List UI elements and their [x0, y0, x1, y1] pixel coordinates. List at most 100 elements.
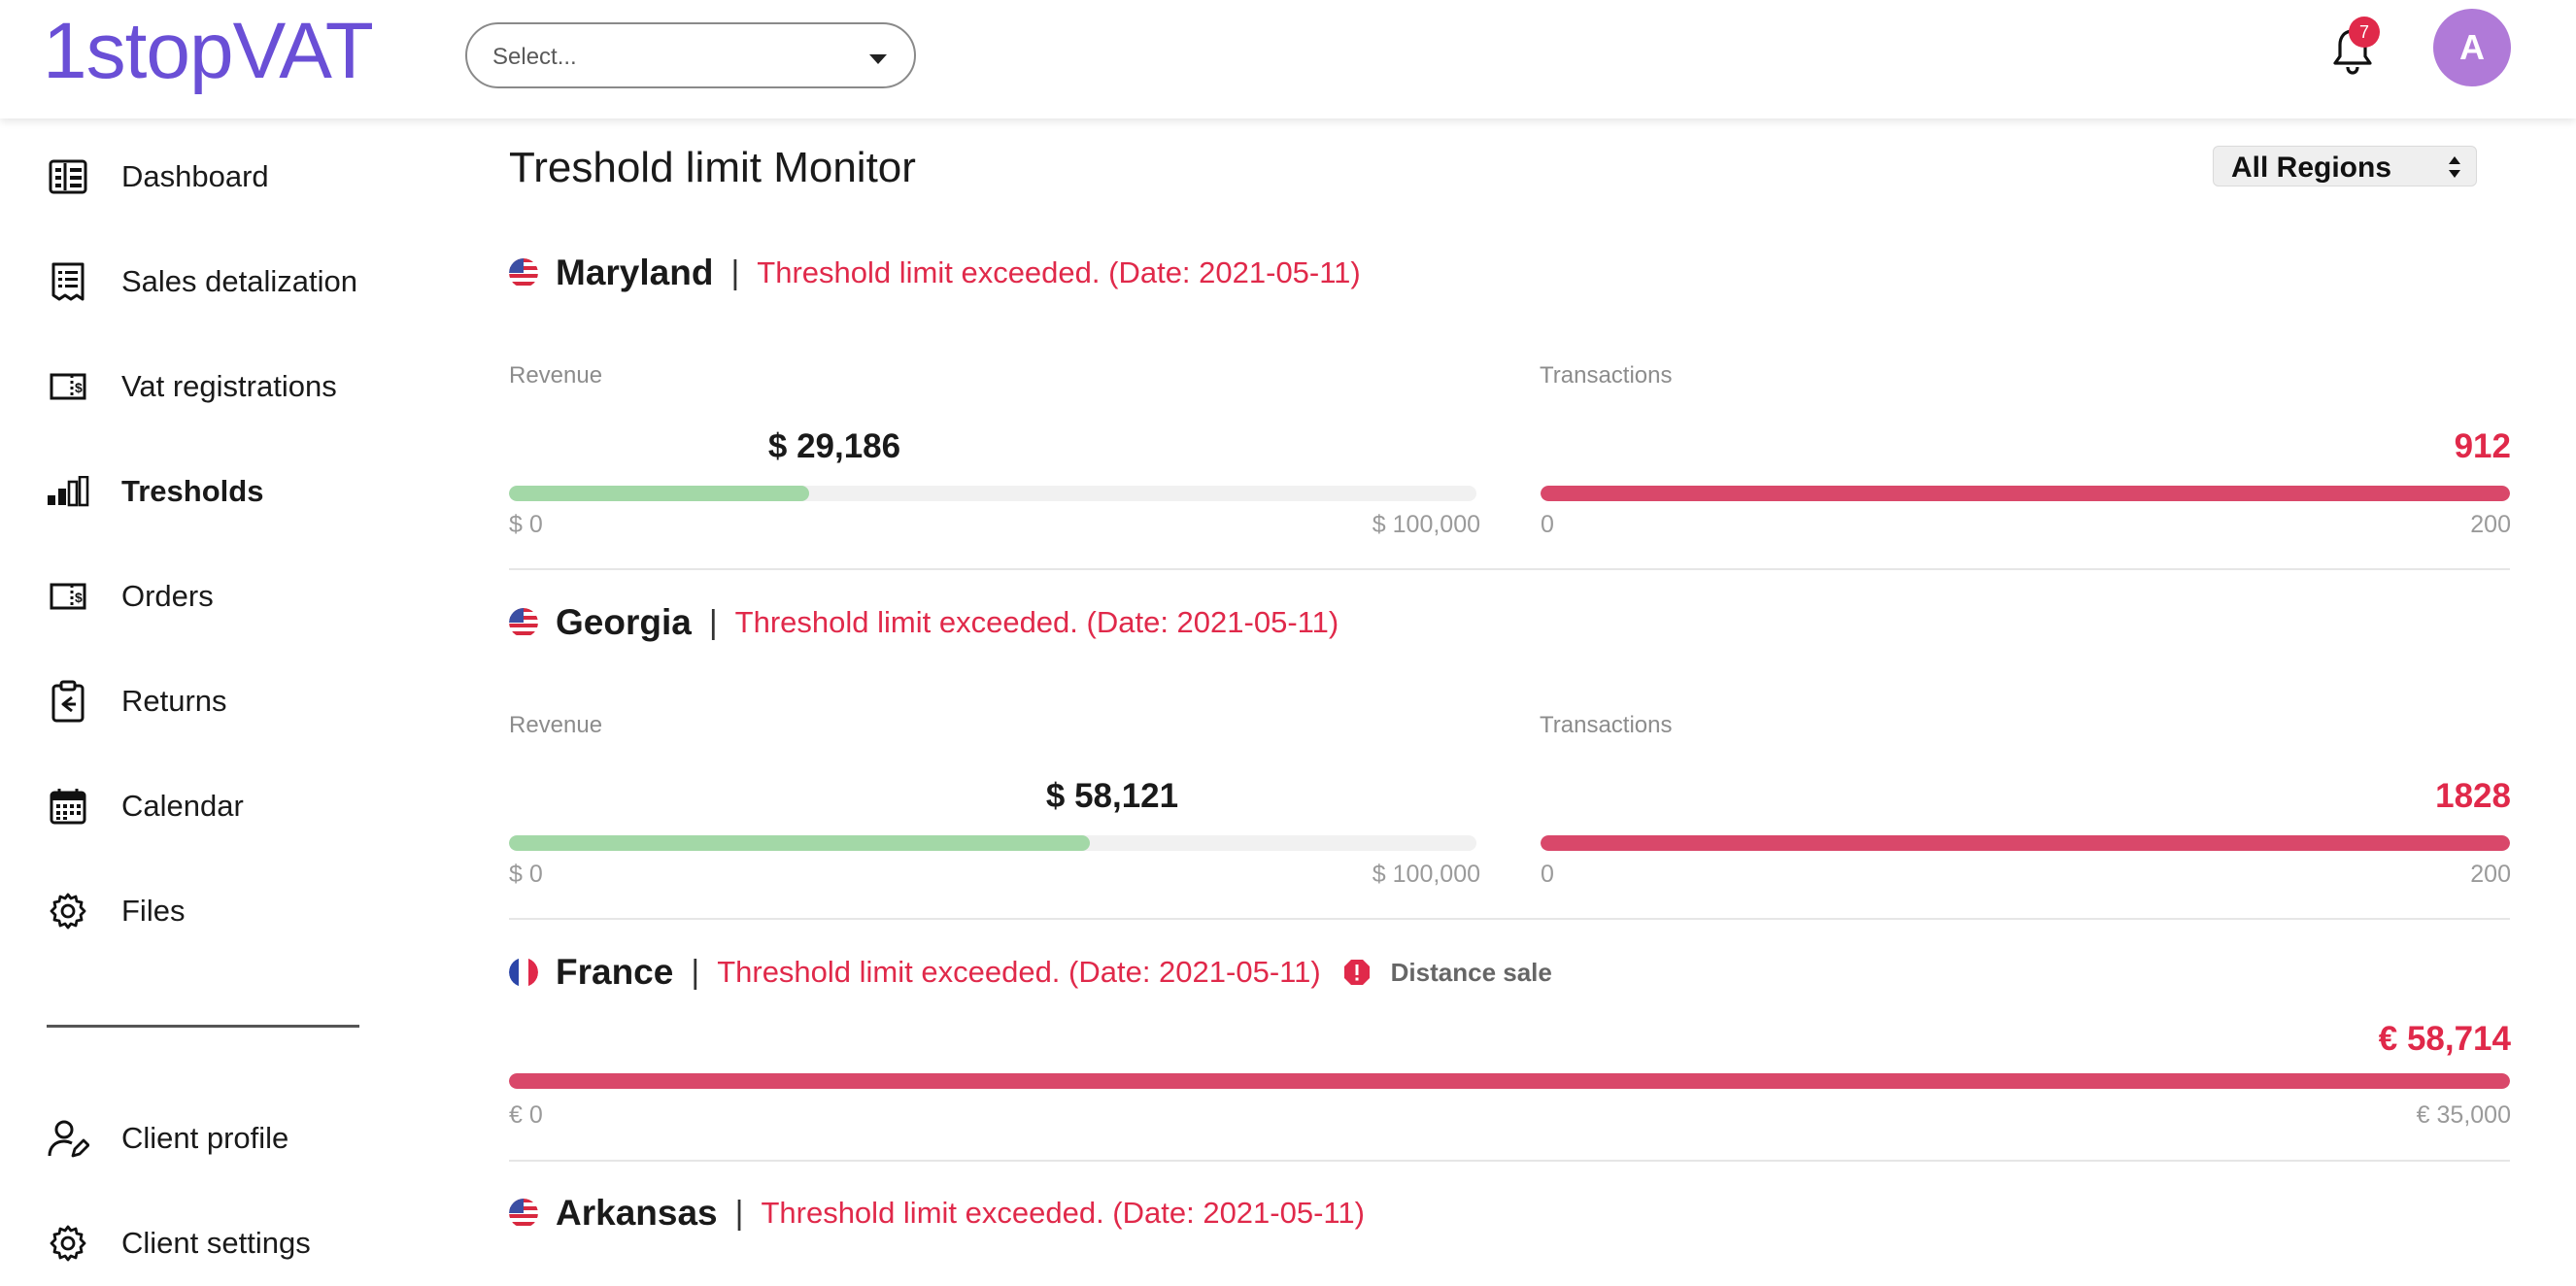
transactions-label: Transactions	[1540, 362, 1673, 389]
region-filter-value: All Regions	[2231, 152, 2392, 184]
threshold-entry-header: France | Threshold limit exceeded. (Date…	[509, 949, 1552, 996]
transactions-min-label: 0	[1541, 511, 1554, 538]
us-flag-icon	[509, 608, 538, 637]
gear-icon	[47, 1222, 89, 1265]
revenue-max-label: $ 100,000	[1372, 861, 1480, 888]
transactions-value: 912	[2454, 427, 2511, 465]
revenue-value: $ 29,186	[767, 427, 901, 465]
revenue-label: Revenue	[509, 712, 603, 738]
threshold-min-label: € 0	[509, 1101, 543, 1129]
threshold-max-label: € 35,000	[2416, 1101, 2511, 1129]
threshold-progress-bar	[509, 1073, 2510, 1089]
threshold-status: Threshold limit exceeded. (Date: 2021-05…	[717, 955, 1321, 989]
revenue-max-label: $ 100,000	[1372, 511, 1480, 538]
transactions-max-label: 200	[2470, 511, 2511, 538]
sidebar-item-sales-detalization[interactable]: Sales detalization	[47, 253, 416, 311]
sidebar-item-files[interactable]: Files	[47, 882, 416, 940]
transactions-progress-fill	[1541, 486, 2510, 501]
revenue-label: Revenue	[509, 362, 603, 389]
revenue-min-label: $ 0	[509, 511, 543, 538]
sidebar-item-dashboard[interactable]: Dashboard	[47, 148, 416, 206]
transactions-value: 1828	[2435, 777, 2511, 815]
revenue-progress-bar	[509, 486, 1476, 501]
sidebar-item-orders[interactable]: $ Orders	[47, 567, 416, 626]
top-bar: 1stopVAT Select... 7 A	[0, 0, 2576, 118]
notification-badge: 7	[2349, 17, 2380, 48]
sidebar-item-client-settings[interactable]: Client settings	[47, 1214, 416, 1272]
threshold-status: Threshold limit exceeded. (Date: 2021-05…	[761, 1196, 1365, 1230]
transactions-progress-bar	[1541, 486, 2510, 501]
separator: |	[691, 953, 700, 991]
threshold-status: Threshold limit exceeded. (Date: 2021-05…	[757, 255, 1361, 289]
sidebar-item-label: Client profile	[121, 1121, 289, 1155]
threshold-progress-fill	[509, 1073, 2510, 1089]
threshold-entry-header: Arkansas | Threshold limit exceeded. (Da…	[509, 1190, 1365, 1236]
alert-icon	[1343, 960, 1370, 985]
sidebar-item-label: Dashboard	[121, 159, 269, 193]
sidebar: Dashboard Sales detalization $ Vat regis…	[0, 118, 418, 1286]
region-filter-select[interactable]: All Regions	[2213, 146, 2477, 186]
sidebar-item-vat-registrations[interactable]: $ Vat registrations	[47, 357, 416, 416]
revenue-min-label: $ 0	[509, 861, 543, 888]
threshold-entry-header: Georgia | Threshold limit exceeded. (Dat…	[509, 599, 1339, 646]
dashboard-icon	[47, 155, 89, 198]
separator: |	[708, 603, 718, 641]
us-flag-icon	[509, 258, 538, 288]
return-icon	[47, 680, 89, 723]
sidebar-item-label: Vat registrations	[121, 369, 337, 403]
invoice-icon: $	[47, 575, 89, 618]
logo-wordmark-icon: 1stopVAT	[43, 7, 374, 95]
threshold-entry-header: Maryland | Threshold limit exceeded. (Da…	[509, 250, 1361, 296]
calendar-icon	[47, 785, 89, 828]
transactions-max-label: 200	[2470, 861, 2511, 888]
gear-icon	[47, 890, 89, 932]
client-select-placeholder: Select...	[492, 44, 577, 70]
transactions-progress-bar	[1541, 835, 2510, 851]
invoice-icon: $	[47, 365, 89, 408]
region-name[interactable]: Maryland	[556, 253, 714, 292]
entry-divider	[509, 1160, 2510, 1162]
sidebar-item-label: Calendar	[121, 789, 244, 823]
sidebar-item-label: Sales detalization	[121, 264, 357, 298]
page-title: Treshold limit Monitor	[509, 144, 916, 191]
revenue-value: $ 58,121	[1045, 777, 1179, 815]
list-icon	[47, 260, 89, 303]
region-name[interactable]: Georgia	[556, 602, 692, 642]
distance-sale-tag: Distance sale	[1390, 957, 1552, 987]
sidebar-item-client-profile[interactable]: Client profile	[47, 1109, 416, 1168]
bar-chart-icon	[47, 470, 89, 513]
revenue-progress-bar	[509, 835, 1476, 851]
entry-divider	[509, 918, 2510, 920]
sidebar-item-label: Returns	[121, 684, 227, 718]
fr-flag-icon	[509, 958, 538, 987]
user-edit-icon	[47, 1117, 89, 1160]
separator: |	[730, 254, 740, 291]
svg-text:1stopVAT: 1stopVAT	[43, 7, 373, 95]
us-flag-icon	[509, 1199, 538, 1228]
sidebar-item-calendar[interactable]: Calendar	[47, 777, 416, 835]
sidebar-item-returns[interactable]: Returns	[47, 672, 416, 730]
region-name[interactable]: Arkansas	[556, 1193, 718, 1233]
revenue-progress-fill	[509, 486, 809, 501]
separator: |	[734, 1194, 744, 1232]
threshold-status: Threshold limit exceeded. (Date: 2021-05…	[734, 605, 1339, 639]
revenue-progress-fill	[509, 835, 1090, 851]
transactions-min-label: 0	[1541, 861, 1554, 888]
transactions-label: Transactions	[1540, 712, 1673, 738]
transactions-progress-fill	[1541, 835, 2510, 851]
region-name[interactable]: France	[556, 952, 674, 992]
entry-divider	[509, 568, 2510, 570]
sidebar-item-label: Tresholds	[121, 474, 264, 508]
sidebar-item-label: Orders	[121, 579, 214, 613]
sidebar-divider	[47, 1025, 359, 1028]
avatar[interactable]: A	[2433, 9, 2511, 86]
sidebar-item-label: Files	[121, 894, 186, 928]
client-select[interactable]: Select...	[465, 22, 916, 88]
logo[interactable]: 1stopVAT	[43, 6, 402, 122]
sidebar-item-label: Client settings	[121, 1226, 311, 1260]
sidebar-item-tresholds[interactable]: Tresholds	[47, 462, 416, 521]
updown-arrows-icon	[2449, 156, 2460, 178]
threshold-value: € 58,714	[2378, 1020, 2511, 1058]
chevron-down-icon	[869, 54, 887, 64]
